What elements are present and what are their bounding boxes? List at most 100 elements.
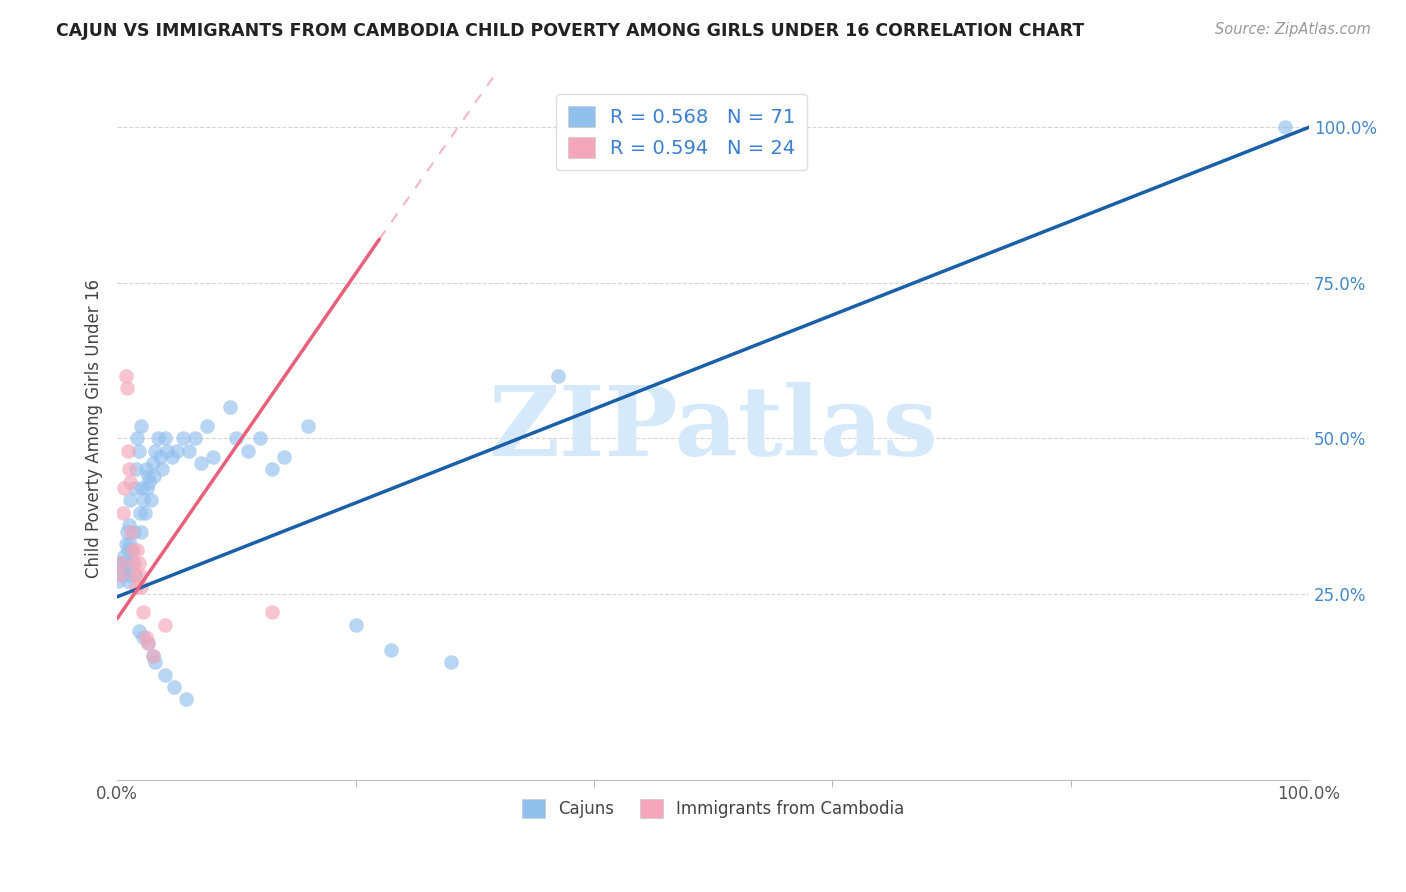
Point (112, 506, 135, 520)
Point (117, 443, 139, 458)
Point (122, 524, 145, 539)
Point (108, 556, 131, 570)
Point (128, 443, 150, 458)
Point (136, 468, 159, 483)
Point (380, 642, 402, 657)
Point (143, 655, 166, 669)
Point (110, 556, 132, 570)
Point (125, 462, 148, 476)
Text: CAJUN VS IMMIGRANTS FROM CAMBODIA CHILD POVERTY AMONG GIRLS UNDER 16 CORRELATION: CAJUN VS IMMIGRANTS FROM CAMBODIA CHILD … (56, 22, 1084, 40)
Point (163, 680, 186, 694)
Point (249, 431, 271, 445)
Point (127, 543, 149, 558)
Point (115, 524, 138, 539)
Point (107, 574, 129, 589)
Point (136, 636, 159, 650)
Point (128, 624, 150, 638)
Point (117, 574, 139, 589)
Point (134, 506, 156, 520)
Point (129, 524, 152, 539)
Point (120, 537, 142, 551)
Point (142, 648, 165, 663)
Point (135, 462, 157, 476)
Point (183, 431, 205, 445)
Point (238, 443, 260, 458)
Point (124, 568, 146, 582)
Point (262, 606, 284, 620)
Point (112, 481, 135, 495)
Point (143, 468, 166, 483)
Point (440, 655, 463, 669)
Point (108, 568, 131, 582)
Point (131, 481, 153, 495)
Point (166, 443, 188, 458)
Point (117, 543, 139, 558)
Point (201, 450, 224, 464)
Text: Source: ZipAtlas.com: Source: ZipAtlas.com (1215, 22, 1371, 37)
Point (219, 400, 242, 414)
Point (118, 462, 141, 476)
Point (115, 381, 138, 395)
Point (122, 556, 145, 570)
Point (297, 418, 319, 433)
Point (121, 543, 143, 558)
Point (120, 493, 142, 508)
Point (121, 543, 143, 558)
Point (262, 462, 284, 476)
Point (139, 493, 162, 508)
Point (118, 518, 141, 533)
Point (146, 431, 169, 445)
Point (190, 456, 212, 470)
Legend: Cajuns, Immigrants from Cambodia: Cajuns, Immigrants from Cambodia (515, 793, 911, 825)
Point (153, 617, 176, 632)
Point (172, 431, 194, 445)
Point (195, 418, 218, 433)
Point (114, 537, 136, 551)
Point (114, 369, 136, 384)
Point (120, 475, 142, 489)
Point (128, 506, 150, 520)
Point (136, 636, 159, 650)
Text: ZIPatlas: ZIPatlas (488, 382, 938, 475)
Point (127, 431, 149, 445)
Point (112, 549, 135, 564)
Point (110, 556, 132, 570)
Point (142, 648, 165, 663)
Point (132, 630, 155, 644)
Point (156, 443, 179, 458)
Point (547, 369, 569, 384)
Point (114, 556, 136, 570)
Point (1274, 120, 1296, 135)
Point (128, 568, 150, 582)
Point (124, 481, 146, 495)
Point (125, 581, 148, 595)
Point (152, 462, 174, 476)
Point (149, 450, 172, 464)
Point (115, 562, 138, 576)
Point (142, 456, 165, 470)
Y-axis label: Child Poverty Among Girls Under 16: Child Poverty Among Girls Under 16 (86, 279, 103, 578)
Point (138, 475, 160, 489)
Point (344, 617, 367, 632)
Point (129, 418, 152, 433)
Point (160, 450, 183, 464)
Point (128, 556, 150, 570)
Point (132, 493, 155, 508)
Point (135, 630, 157, 644)
Point (153, 431, 176, 445)
Point (124, 568, 146, 582)
Point (121, 556, 143, 570)
Point (136, 481, 159, 495)
Point (111, 568, 134, 582)
Point (132, 606, 155, 620)
Point (143, 443, 166, 458)
Point (273, 450, 295, 464)
Point (153, 667, 176, 681)
Point (129, 581, 152, 595)
Point (177, 443, 200, 458)
Point (121, 524, 143, 539)
Point (176, 692, 198, 706)
Point (112, 562, 135, 576)
Point (225, 431, 247, 445)
Point (118, 568, 141, 582)
